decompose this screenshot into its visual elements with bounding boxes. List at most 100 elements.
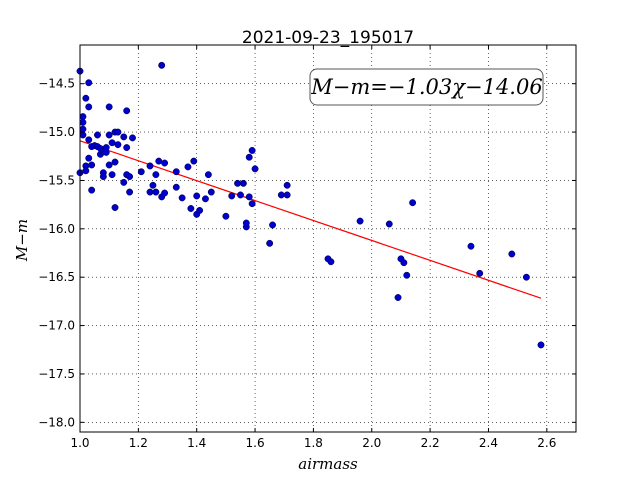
- scatter-point: [126, 188, 134, 196]
- y-tick-label: −17.0: [38, 319, 75, 333]
- scatter-point: [228, 192, 236, 200]
- scatter-point: [114, 141, 122, 149]
- scatter-point: [79, 118, 87, 126]
- scatter-point: [85, 136, 93, 144]
- y-tick-label: −15.5: [38, 173, 75, 187]
- scatter-point: [120, 178, 128, 186]
- scatter-point: [196, 206, 204, 214]
- scatter-point: [385, 220, 393, 228]
- scatter-point: [356, 217, 364, 225]
- scatter-point: [467, 242, 475, 250]
- scatter-point: [476, 269, 484, 277]
- scatter-point: [204, 171, 212, 179]
- scatter-point: [193, 192, 201, 200]
- scatter-point: [79, 131, 87, 139]
- scatter-point: [245, 193, 253, 201]
- equation-box: [309, 68, 544, 106]
- scatter-point: [400, 259, 408, 267]
- scatter-point: [88, 186, 96, 194]
- scatter-point: [269, 221, 277, 229]
- scatter-point: [108, 171, 116, 179]
- y-axis-label: M−m: [13, 219, 31, 262]
- scatter-point: [537, 341, 545, 349]
- scatter-point: [102, 148, 110, 156]
- x-tick-label: 2.2: [421, 436, 440, 450]
- scatter-point: [409, 199, 417, 207]
- scatter-point: [155, 157, 163, 165]
- scatter-point: [245, 153, 253, 161]
- x-tick-label: 2.6: [537, 436, 556, 450]
- scatter-point: [327, 258, 335, 266]
- x-axis-ticks: 1.0 1.2 1.4 1.6 1.8 2.0 2.2 2.4 2.6: [70, 45, 556, 450]
- scatter-point: [123, 107, 131, 115]
- scatter-point: [137, 168, 145, 176]
- scatter-point: [239, 179, 247, 187]
- data-points: [76, 61, 545, 349]
- scatter-point: [522, 273, 530, 281]
- scatter-point: [161, 189, 169, 197]
- scatter-point: [108, 139, 116, 147]
- scatter-point: [114, 128, 122, 136]
- x-tick-label: 1.6: [246, 436, 265, 450]
- scatter-point: [237, 191, 244, 199]
- scatter-point: [178, 194, 186, 202]
- scatter-point: [105, 131, 113, 139]
- scatter-point: [82, 94, 90, 102]
- scatter-point: [202, 195, 209, 203]
- scatter-point: [99, 173, 107, 181]
- y-tick-label: −16.0: [38, 222, 75, 236]
- y-tick-label: −14.5: [38, 77, 75, 91]
- plot-area-frame: [79, 44, 577, 433]
- scatter-point: [248, 147, 256, 154]
- y-tick-label: −16.5: [38, 270, 75, 284]
- scatter-point: [79, 113, 87, 121]
- scatter-point: [283, 191, 291, 199]
- scatter-point: [129, 134, 136, 142]
- x-tick-label: 2.0: [362, 436, 381, 450]
- scatter-point: [394, 294, 402, 301]
- scatter-point: [152, 171, 160, 179]
- scatter-point: [111, 158, 119, 166]
- equation-annotation: M−m=−1.03χ−14.06: [309, 68, 544, 106]
- scatter-point: [234, 179, 242, 187]
- equation-text: M−m=−1.03χ−14.06: [310, 75, 542, 99]
- fit-line: [79, 140, 542, 299]
- scatter-point: [126, 173, 134, 181]
- scatter-point: [111, 204, 119, 211]
- scatter-point: [158, 61, 166, 69]
- x-axis-label: airmass: [298, 455, 358, 473]
- x-tick-label: 1.0: [70, 436, 89, 450]
- scatter-point: [146, 188, 154, 196]
- x-tick-label: 1.8: [304, 436, 323, 450]
- scatter-point: [172, 168, 180, 176]
- scatter-point: [403, 271, 411, 279]
- scatter-point: [190, 157, 198, 165]
- scatter-point: [82, 167, 90, 175]
- scatter-point: [123, 144, 131, 152]
- chart-title: 2021-09-23_195017: [242, 28, 414, 48]
- scatter-point: [187, 205, 195, 212]
- scatter-point: [105, 161, 113, 169]
- scatter-point: [85, 103, 93, 111]
- scatter-point: [146, 162, 154, 170]
- scatter-point: [508, 250, 516, 258]
- scatter-point: [277, 191, 285, 199]
- x-tick-label: 1.4: [187, 436, 206, 450]
- x-tick-label: 1.2: [129, 436, 148, 450]
- y-tick-label: −18.0: [38, 415, 75, 429]
- scatter-point: [161, 159, 169, 167]
- scatter-point: [266, 239, 274, 247]
- scatter-point: [283, 181, 291, 189]
- y-tick-label: −17.5: [38, 367, 75, 381]
- scatter-point: [149, 181, 157, 189]
- scatter-point: [85, 154, 93, 162]
- scatter-point: [105, 103, 113, 111]
- x-tick-label: 2.4: [479, 436, 498, 450]
- y-axis-ticks: −18.0 −17.5 −17.0 −16.5 −16.0 −15.5 −15.0 −14.5: [38, 77, 576, 429]
- scatter-point: [207, 188, 215, 196]
- scatter-point: [184, 163, 192, 171]
- scatter-point: [120, 133, 128, 141]
- scatter-point: [242, 219, 250, 227]
- scatter-point: [88, 161, 96, 169]
